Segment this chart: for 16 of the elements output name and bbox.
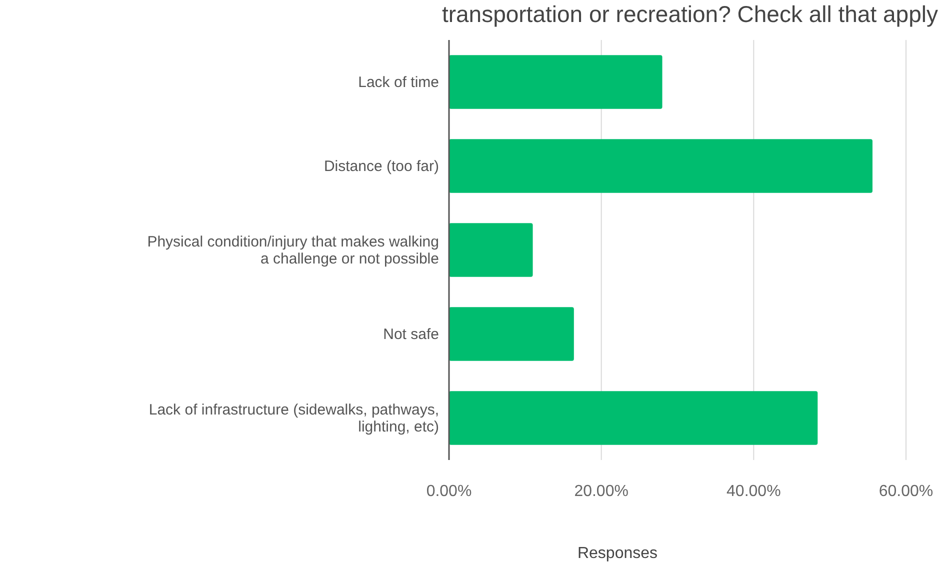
x-axis-title: Responses	[577, 545, 658, 562]
bar	[449, 139, 872, 193]
x-tick-label: 40.00%	[726, 483, 781, 500]
y-tick-label: Physical condition/injury that makes walking a challenge or not possible	[147, 234, 439, 268]
x-tick-label: 0.00%	[426, 483, 472, 500]
bar	[449, 307, 574, 361]
bar	[449, 391, 818, 445]
y-tick-label: Lack of infrastructure (sidewalks, pathways, lighting, etc)	[148, 402, 440, 436]
x-tick-label: 60.00%	[878, 483, 934, 500]
bar	[449, 223, 533, 277]
y-tick-label: Lack of time	[358, 74, 439, 91]
y-tick-label: Not safe	[383, 326, 439, 343]
x-tick-label: 20.00%	[574, 483, 628, 500]
bar	[449, 55, 662, 109]
y-tick-label: Distance (too far)	[324, 158, 439, 175]
chart-title: transportation or recreation? Check all that apply	[442, 1, 938, 27]
